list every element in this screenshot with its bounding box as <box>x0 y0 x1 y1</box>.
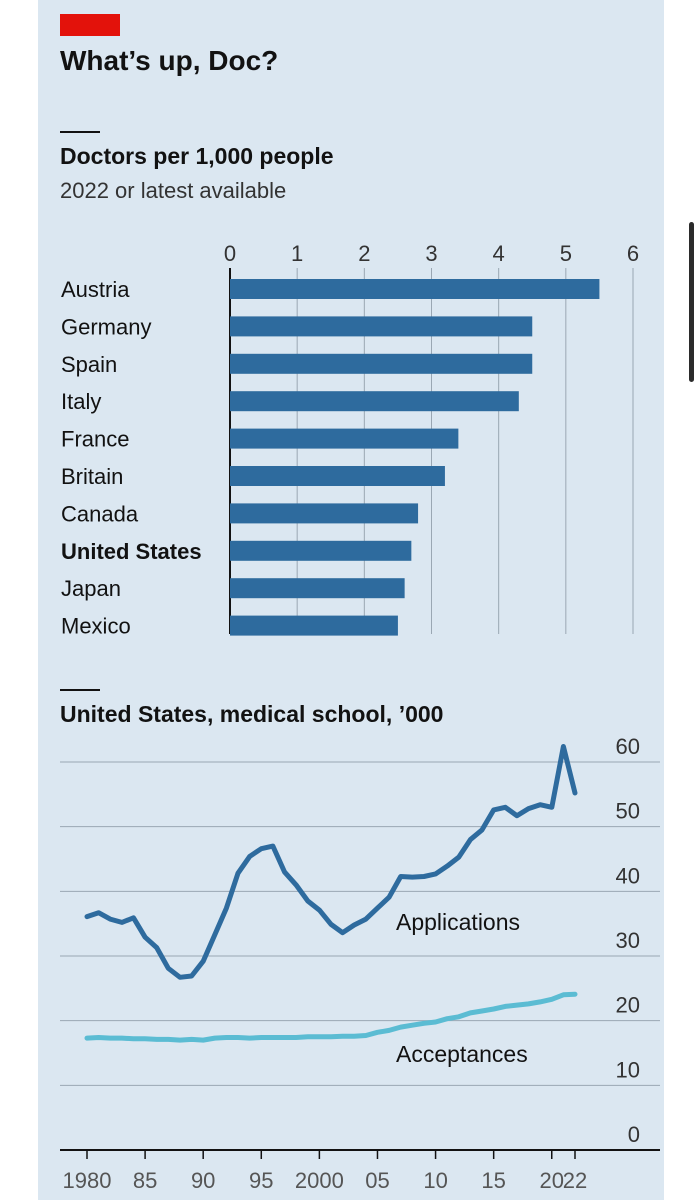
bar-xtick-label: 0 <box>224 241 236 266</box>
scrollbar-thumb[interactable] <box>689 222 694 382</box>
line-xtick-label: 22 <box>563 1168 587 1193</box>
bar-category-label: Germany <box>61 314 151 339</box>
line-ytick-label: 0 <box>628 1122 640 1147</box>
bar <box>230 540 412 561</box>
series-label-acceptances: Acceptances <box>396 1041 528 1067</box>
bar <box>230 391 519 412</box>
series-label-applications: Applications <box>396 909 520 935</box>
bar-xtick-label: 1 <box>291 241 303 266</box>
line-ytick-label: 30 <box>616 928 640 953</box>
line-xtick-label: 2000 <box>295 1168 344 1193</box>
brand-tag <box>60 14 120 36</box>
line-xtick-label: 20 <box>540 1168 564 1193</box>
line-xtick-label: 85 <box>133 1168 157 1193</box>
line-series-acceptances <box>84 991 578 1043</box>
line-xtick-label: 10 <box>423 1168 447 1193</box>
line-ytick-label: 10 <box>616 1057 640 1082</box>
section-rule-line <box>60 689 100 691</box>
bar <box>230 615 398 636</box>
bar-xtick-label: 6 <box>627 241 639 266</box>
bar-xtick-label: 2 <box>358 241 370 266</box>
line-ytick-label: 60 <box>616 734 640 759</box>
bar-category-label: Canada <box>61 501 139 526</box>
bar <box>230 279 600 299</box>
bar-category-label: Mexico <box>61 614 131 639</box>
line-xtick-label: 95 <box>249 1168 273 1193</box>
bar-category-label: France <box>61 427 129 452</box>
bar <box>230 578 405 599</box>
bar-xtick-label: 5 <box>560 241 572 266</box>
bar-category-label: Italy <box>61 389 101 414</box>
bar-category-label: Austria <box>61 277 130 302</box>
bar <box>230 316 533 337</box>
bar-category-label: Britain <box>61 464 123 489</box>
line-xtick-label: 15 <box>481 1168 505 1193</box>
bar-xtick-label: 3 <box>425 241 437 266</box>
bar-xtick-label: 4 <box>493 241 505 266</box>
bar-chart-title: Doctors per 1,000 people <box>60 143 334 169</box>
bar <box>230 466 445 486</box>
bar-category-label: Japan <box>61 576 121 601</box>
bar-category-label: United States <box>61 539 202 564</box>
section-rule-bar <box>60 131 100 133</box>
line-ytick-label: 40 <box>616 863 640 888</box>
bar <box>230 428 459 449</box>
bar-chart-subtitle: 2022 or latest available <box>60 178 287 203</box>
line-xtick-label: 1980 <box>63 1168 112 1193</box>
bar <box>230 353 533 374</box>
line-series-applications <box>84 744 578 980</box>
chart-panel <box>38 0 664 1200</box>
line-ytick-label: 20 <box>616 993 640 1018</box>
line-xtick-label: 90 <box>191 1168 215 1193</box>
bar-chart: 0 1 2 3 4 5 6 Austria Germany Spain Italy France Br… <box>61 241 639 639</box>
main-title: What’s up, Doc? <box>60 45 279 76</box>
bar <box>230 503 419 524</box>
line-ytick-label: 50 <box>616 799 640 824</box>
line-xtick-label: 05 <box>365 1168 389 1193</box>
bar-category-label: Spain <box>61 352 117 377</box>
line-chart-title: United States, medical school, ’000 <box>60 701 444 727</box>
